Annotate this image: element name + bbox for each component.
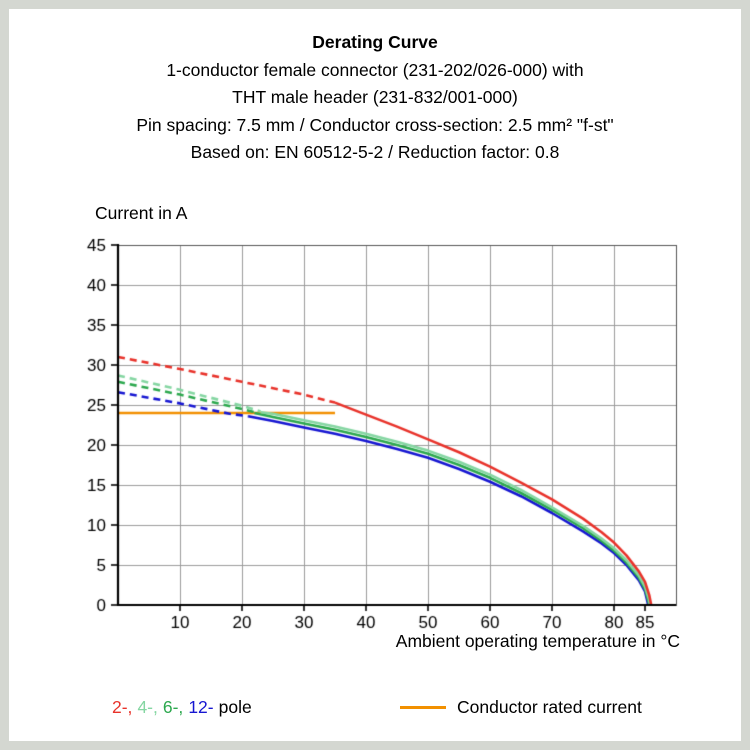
- legend-pole-counts: 2-, 4-, 6-, 12- pole: [112, 697, 257, 718]
- legend-6-pole: 6-,: [162, 697, 184, 717]
- rated-current-line-icon: [400, 706, 446, 709]
- legend-rated-current: Conductor rated current: [400, 697, 642, 718]
- rated-current-label: Conductor rated current: [457, 697, 642, 717]
- legend-pole-word: pole: [218, 697, 252, 717]
- legend-12-pole: 12-: [188, 697, 214, 717]
- legend-2-pole: 2-,: [112, 697, 133, 717]
- legend-4-pole: 4-,: [137, 697, 158, 717]
- x-axis-label: Ambient operating temperature in °C: [395, 631, 680, 651]
